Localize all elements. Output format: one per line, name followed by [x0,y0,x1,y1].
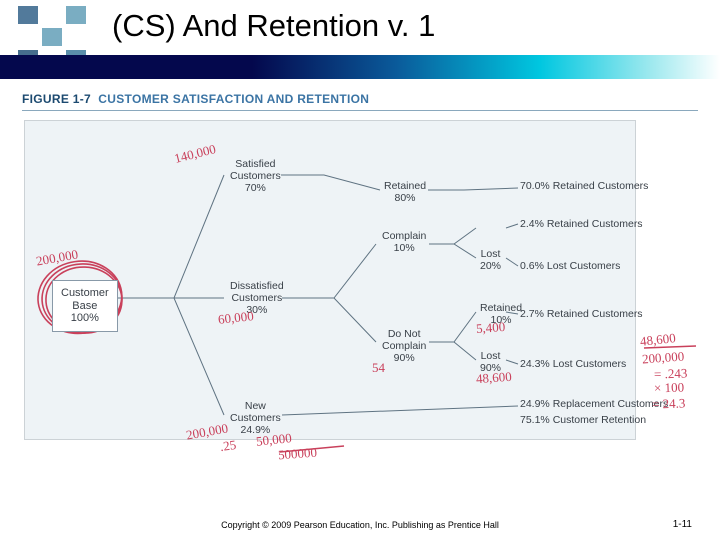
handwritten-annotation: 500000 [277,445,317,464]
tree-node: NewCustomers24.9% [230,400,281,436]
outcome-label: 0.6% Lost Customers [520,260,620,272]
logo-cell [66,6,86,24]
footer-copyright: Copyright © 2009 Pearson Education, Inc.… [0,520,720,530]
figure-caption: FIGURE 1-7 CUSTOMER SATISFACTION AND RET… [22,92,369,106]
figure-area: FIGURE 1-7 CUSTOMER SATISFACTION AND RET… [22,92,698,462]
handwritten-annotation: 200,000 [641,349,684,368]
outcome-label: 75.1% Customer Retention [520,414,646,426]
logo-cell [18,6,38,24]
outcome-label: 2.7% Retained Customers [520,308,643,320]
figure-title: CUSTOMER SATISFACTION AND RETENTION [98,92,369,106]
tree-node: CustomerBase100% [52,280,118,332]
tree-node: Retained80% [384,180,426,204]
slide-title: (CS) And Retention v. 1 [112,8,435,44]
handwritten-annotation: .25 [219,437,237,455]
tree-node: Complain10% [382,230,426,254]
outcome-label: 24.3% Lost Customers [520,358,626,370]
logo-cell [42,28,62,46]
tree-node: Lost20% [480,248,501,272]
header-gradient-bar [0,55,720,79]
tree-node: Do NotComplain90% [382,328,426,364]
handwritten-annotation: × 100 [654,379,685,396]
outcome-label: 70.0% Retained Customers [520,180,648,192]
handwritten-annotation: 48,600 [475,369,512,387]
figure-number: FIGURE 1-7 [22,92,91,106]
footer-page-number: 1-11 [673,519,692,530]
handwritten-annotation: = 24.3 [652,395,686,412]
handwritten-annotation: 5,400 [475,319,505,337]
caption-rule [22,110,698,111]
handwritten-annotation: 54 [372,360,385,376]
tree-node: SatisfiedCustomers70% [230,158,281,194]
outcome-label: 24.9% Replacement Customers [520,398,668,410]
outcome-label: 2.4% Retained Customers [520,218,643,230]
